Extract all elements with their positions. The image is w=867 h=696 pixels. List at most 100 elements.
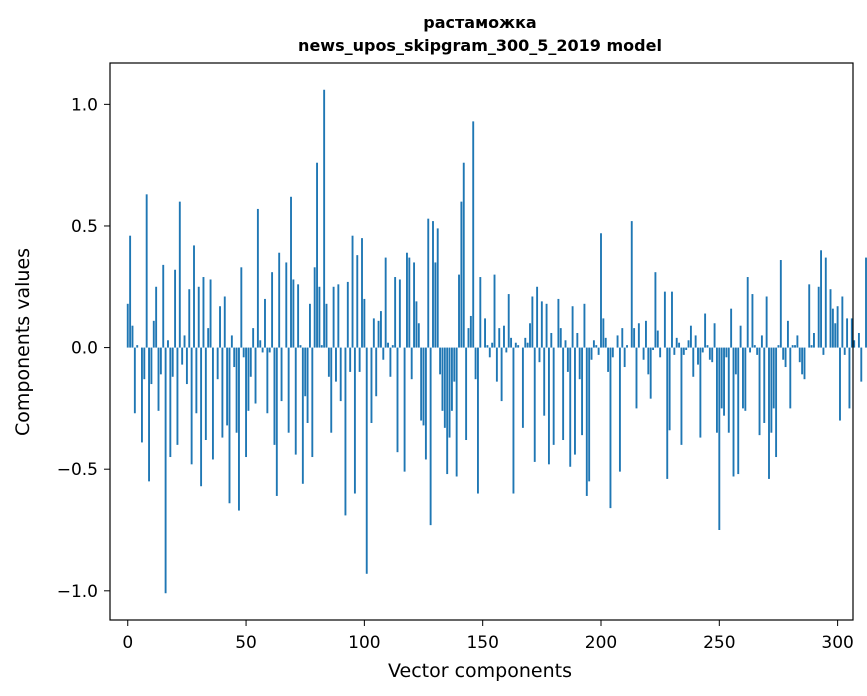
bar-263 bbox=[749, 347, 752, 353]
bar-34 bbox=[207, 328, 210, 348]
bar-2 bbox=[131, 325, 134, 348]
bar-122 bbox=[415, 301, 418, 348]
bar-11 bbox=[152, 320, 155, 348]
bar-288 bbox=[808, 284, 811, 348]
bar-285 bbox=[801, 347, 804, 375]
bars-group bbox=[126, 89, 867, 594]
bar-191 bbox=[578, 347, 581, 380]
bar-148 bbox=[477, 347, 479, 494]
bar-269 bbox=[763, 347, 766, 423]
bar-112 bbox=[391, 345, 394, 348]
bar-55 bbox=[256, 208, 259, 348]
bar-233 bbox=[678, 342, 681, 348]
bar-110 bbox=[387, 342, 389, 348]
bar-133 bbox=[441, 347, 444, 411]
bar-240 bbox=[694, 335, 697, 348]
bar-44 bbox=[230, 335, 233, 348]
bar-284 bbox=[798, 347, 801, 363]
bar-108 bbox=[382, 347, 385, 360]
bar-50 bbox=[245, 347, 247, 458]
bar-173 bbox=[536, 286, 539, 348]
bar-74 bbox=[301, 347, 304, 484]
bar-222 bbox=[652, 347, 654, 351]
bar-24 bbox=[183, 335, 186, 348]
bar-187 bbox=[569, 347, 572, 467]
bar-23 bbox=[181, 347, 184, 365]
bar-172 bbox=[533, 347, 536, 462]
bar-274 bbox=[775, 347, 778, 458]
bar-201 bbox=[602, 318, 605, 348]
bar-57 bbox=[261, 347, 264, 353]
bar-236 bbox=[685, 347, 688, 351]
bar-83 bbox=[323, 89, 326, 348]
bar-295 bbox=[824, 257, 827, 348]
bar-224 bbox=[656, 330, 659, 348]
bar-229 bbox=[668, 347, 671, 431]
bar-249 bbox=[715, 347, 718, 433]
bar-301 bbox=[839, 347, 841, 421]
bar-200 bbox=[600, 233, 602, 348]
bar-192 bbox=[581, 347, 584, 436]
bar-7 bbox=[143, 347, 146, 380]
bar-230 bbox=[671, 291, 673, 348]
bar-235 bbox=[682, 347, 685, 355]
bar-137 bbox=[450, 347, 453, 411]
bar-8 bbox=[145, 194, 148, 348]
bar-186 bbox=[566, 347, 569, 372]
bar-132 bbox=[439, 347, 442, 375]
bar-60 bbox=[268, 347, 271, 353]
x-axis-label: Vector components bbox=[388, 660, 572, 682]
bar-109 bbox=[384, 257, 387, 348]
bar-178 bbox=[547, 347, 550, 465]
bar-270 bbox=[765, 296, 768, 348]
y-tick-label: 0.5 bbox=[71, 217, 98, 237]
bar-167 bbox=[521, 347, 524, 428]
bar-231 bbox=[673, 347, 676, 355]
bar-207 bbox=[616, 335, 619, 348]
bar-267 bbox=[758, 347, 761, 436]
y-tick-label: 0.0 bbox=[71, 339, 98, 359]
bar-293 bbox=[820, 250, 822, 348]
bar-282 bbox=[794, 345, 796, 348]
bar-31 bbox=[200, 347, 203, 487]
x-tick-label: 250 bbox=[703, 633, 735, 653]
bar-125 bbox=[422, 347, 425, 426]
bar-73 bbox=[299, 345, 302, 348]
bar-232 bbox=[675, 337, 678, 348]
bar-56 bbox=[259, 340, 262, 348]
bar-292 bbox=[817, 286, 820, 348]
bar-260 bbox=[742, 347, 744, 409]
bar-305 bbox=[848, 347, 851, 409]
x-tick-label: 0 bbox=[122, 633, 133, 653]
bar-0 bbox=[126, 303, 129, 348]
bar-77 bbox=[309, 303, 311, 348]
bar-6 bbox=[141, 347, 143, 443]
bar-12 bbox=[155, 286, 158, 348]
y-axis-ticks: −1.0 −0.5 0.0 0.5 1.0 bbox=[57, 95, 110, 602]
bar-16 bbox=[164, 347, 167, 594]
bar-195 bbox=[588, 347, 591, 482]
bar-138 bbox=[453, 347, 456, 382]
bar-189 bbox=[574, 347, 576, 455]
bar-264 bbox=[751, 294, 754, 348]
bar-209 bbox=[621, 328, 624, 348]
bar-246 bbox=[708, 347, 711, 360]
bar-17 bbox=[167, 340, 169, 348]
bar-38 bbox=[216, 347, 219, 380]
bar-202 bbox=[604, 337, 607, 348]
bar-124 bbox=[420, 347, 423, 421]
bar-94 bbox=[349, 347, 352, 372]
bar-164 bbox=[514, 342, 517, 348]
bar-276 bbox=[779, 260, 782, 348]
bar-58 bbox=[264, 298, 266, 348]
bar-182 bbox=[557, 298, 560, 348]
bar-13 bbox=[157, 347, 160, 411]
bar-278 bbox=[784, 347, 787, 368]
bar-219 bbox=[645, 320, 647, 348]
bar-28 bbox=[193, 245, 195, 348]
bar-306 bbox=[850, 318, 853, 348]
bar-99 bbox=[361, 238, 363, 348]
bar-18 bbox=[169, 347, 172, 458]
bar-142 bbox=[462, 162, 465, 348]
